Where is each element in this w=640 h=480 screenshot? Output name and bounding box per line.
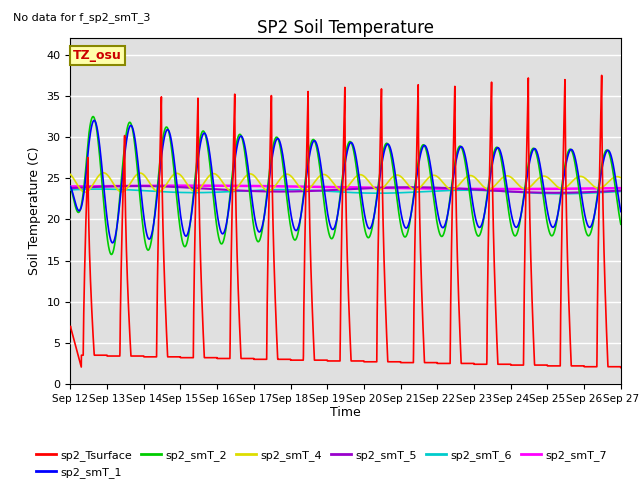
- X-axis label: Time: Time: [330, 407, 361, 420]
- Y-axis label: Soil Temperature (C): Soil Temperature (C): [28, 147, 41, 276]
- Legend: sp2_Tsurface, sp2_smT_1, sp2_smT_2, sp2_smT_4, sp2_smT_5, sp2_smT_6, sp2_smT_7: sp2_Tsurface, sp2_smT_1, sp2_smT_2, sp2_…: [32, 446, 612, 480]
- Text: No data for f_sp2_smT_3: No data for f_sp2_smT_3: [13, 12, 150, 23]
- Title: SP2 Soil Temperature: SP2 Soil Temperature: [257, 19, 434, 37]
- Text: TZ_osu: TZ_osu: [73, 49, 122, 62]
